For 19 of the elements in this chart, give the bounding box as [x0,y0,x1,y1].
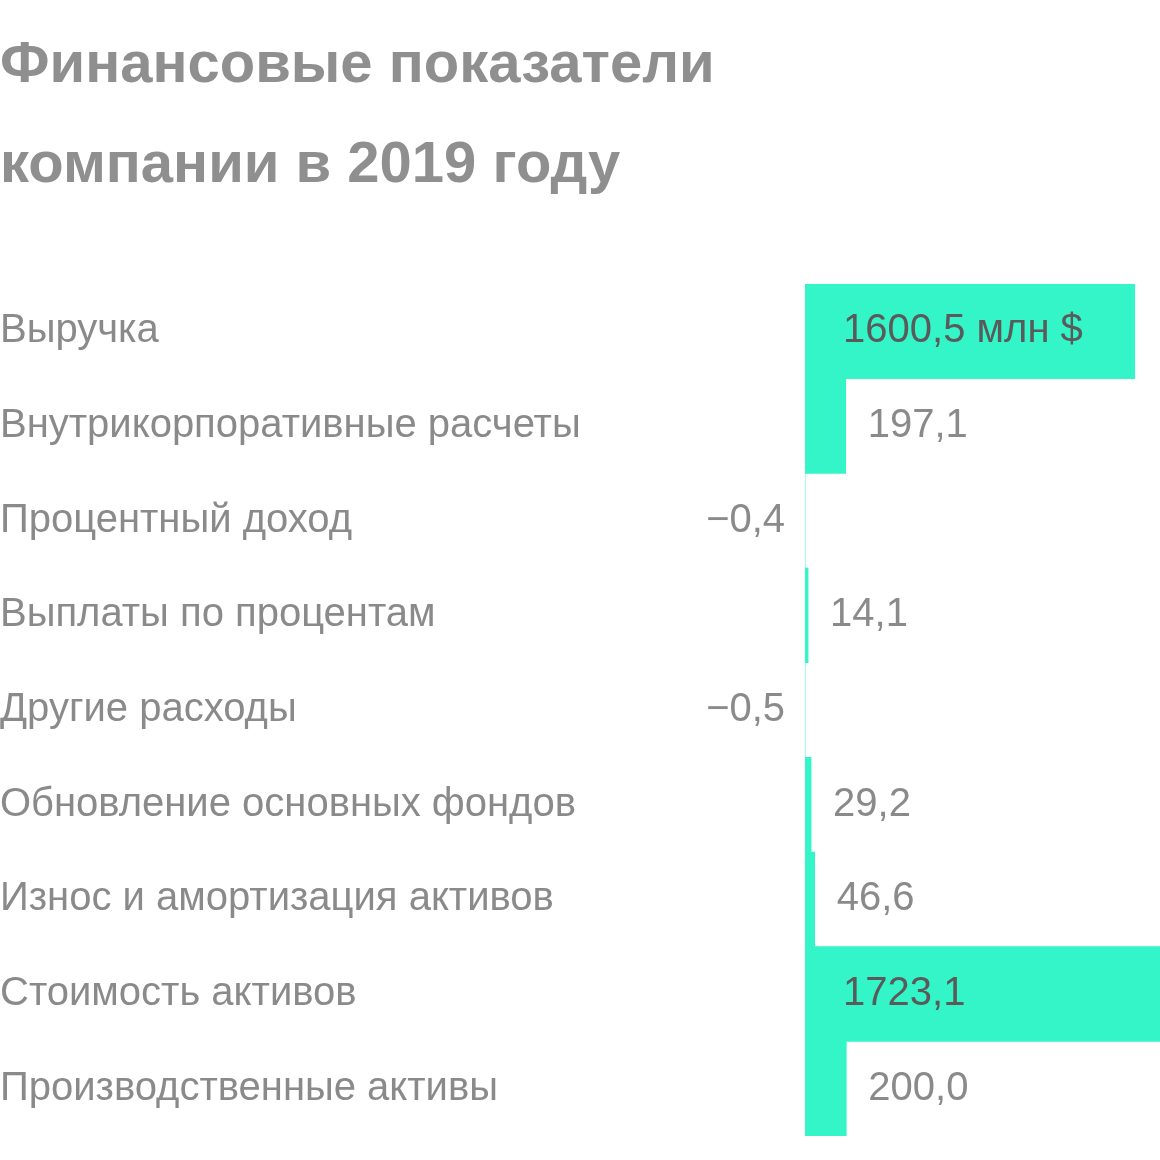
data-label: 29,2 [833,779,911,824]
data-label: 14,1 [830,590,908,635]
y-tick-label: Стоимость активов [0,969,357,1014]
chart-title: Финансовые показатели компании в 2019 году [0,28,716,196]
data-label: 1600,5 млн $ [843,306,1083,351]
data-label: 46,6 [836,874,915,919]
y-tick-label: Процентный доход [0,495,353,540]
y-tick-label: Производственные активы [0,1063,498,1108]
data-label: 1723,1 [843,969,966,1014]
y-tick-label: Износ и амортизация активов [0,874,554,919]
data-label: −0,5 [706,685,786,730]
y-tick-label: Внутрикорпоративные расчеты [0,401,581,446]
y-tick-label: Выплаты по процентам [0,590,436,635]
data-label: −0,4 [706,495,786,540]
y-tick-label: Выручка [0,306,160,351]
y-tick-label: Другие расходы [0,685,297,730]
data-label: 200,0 [868,1063,969,1108]
data-label: 197,1 [867,401,968,446]
y-tick-label: Обновление основных фондов [0,779,576,824]
